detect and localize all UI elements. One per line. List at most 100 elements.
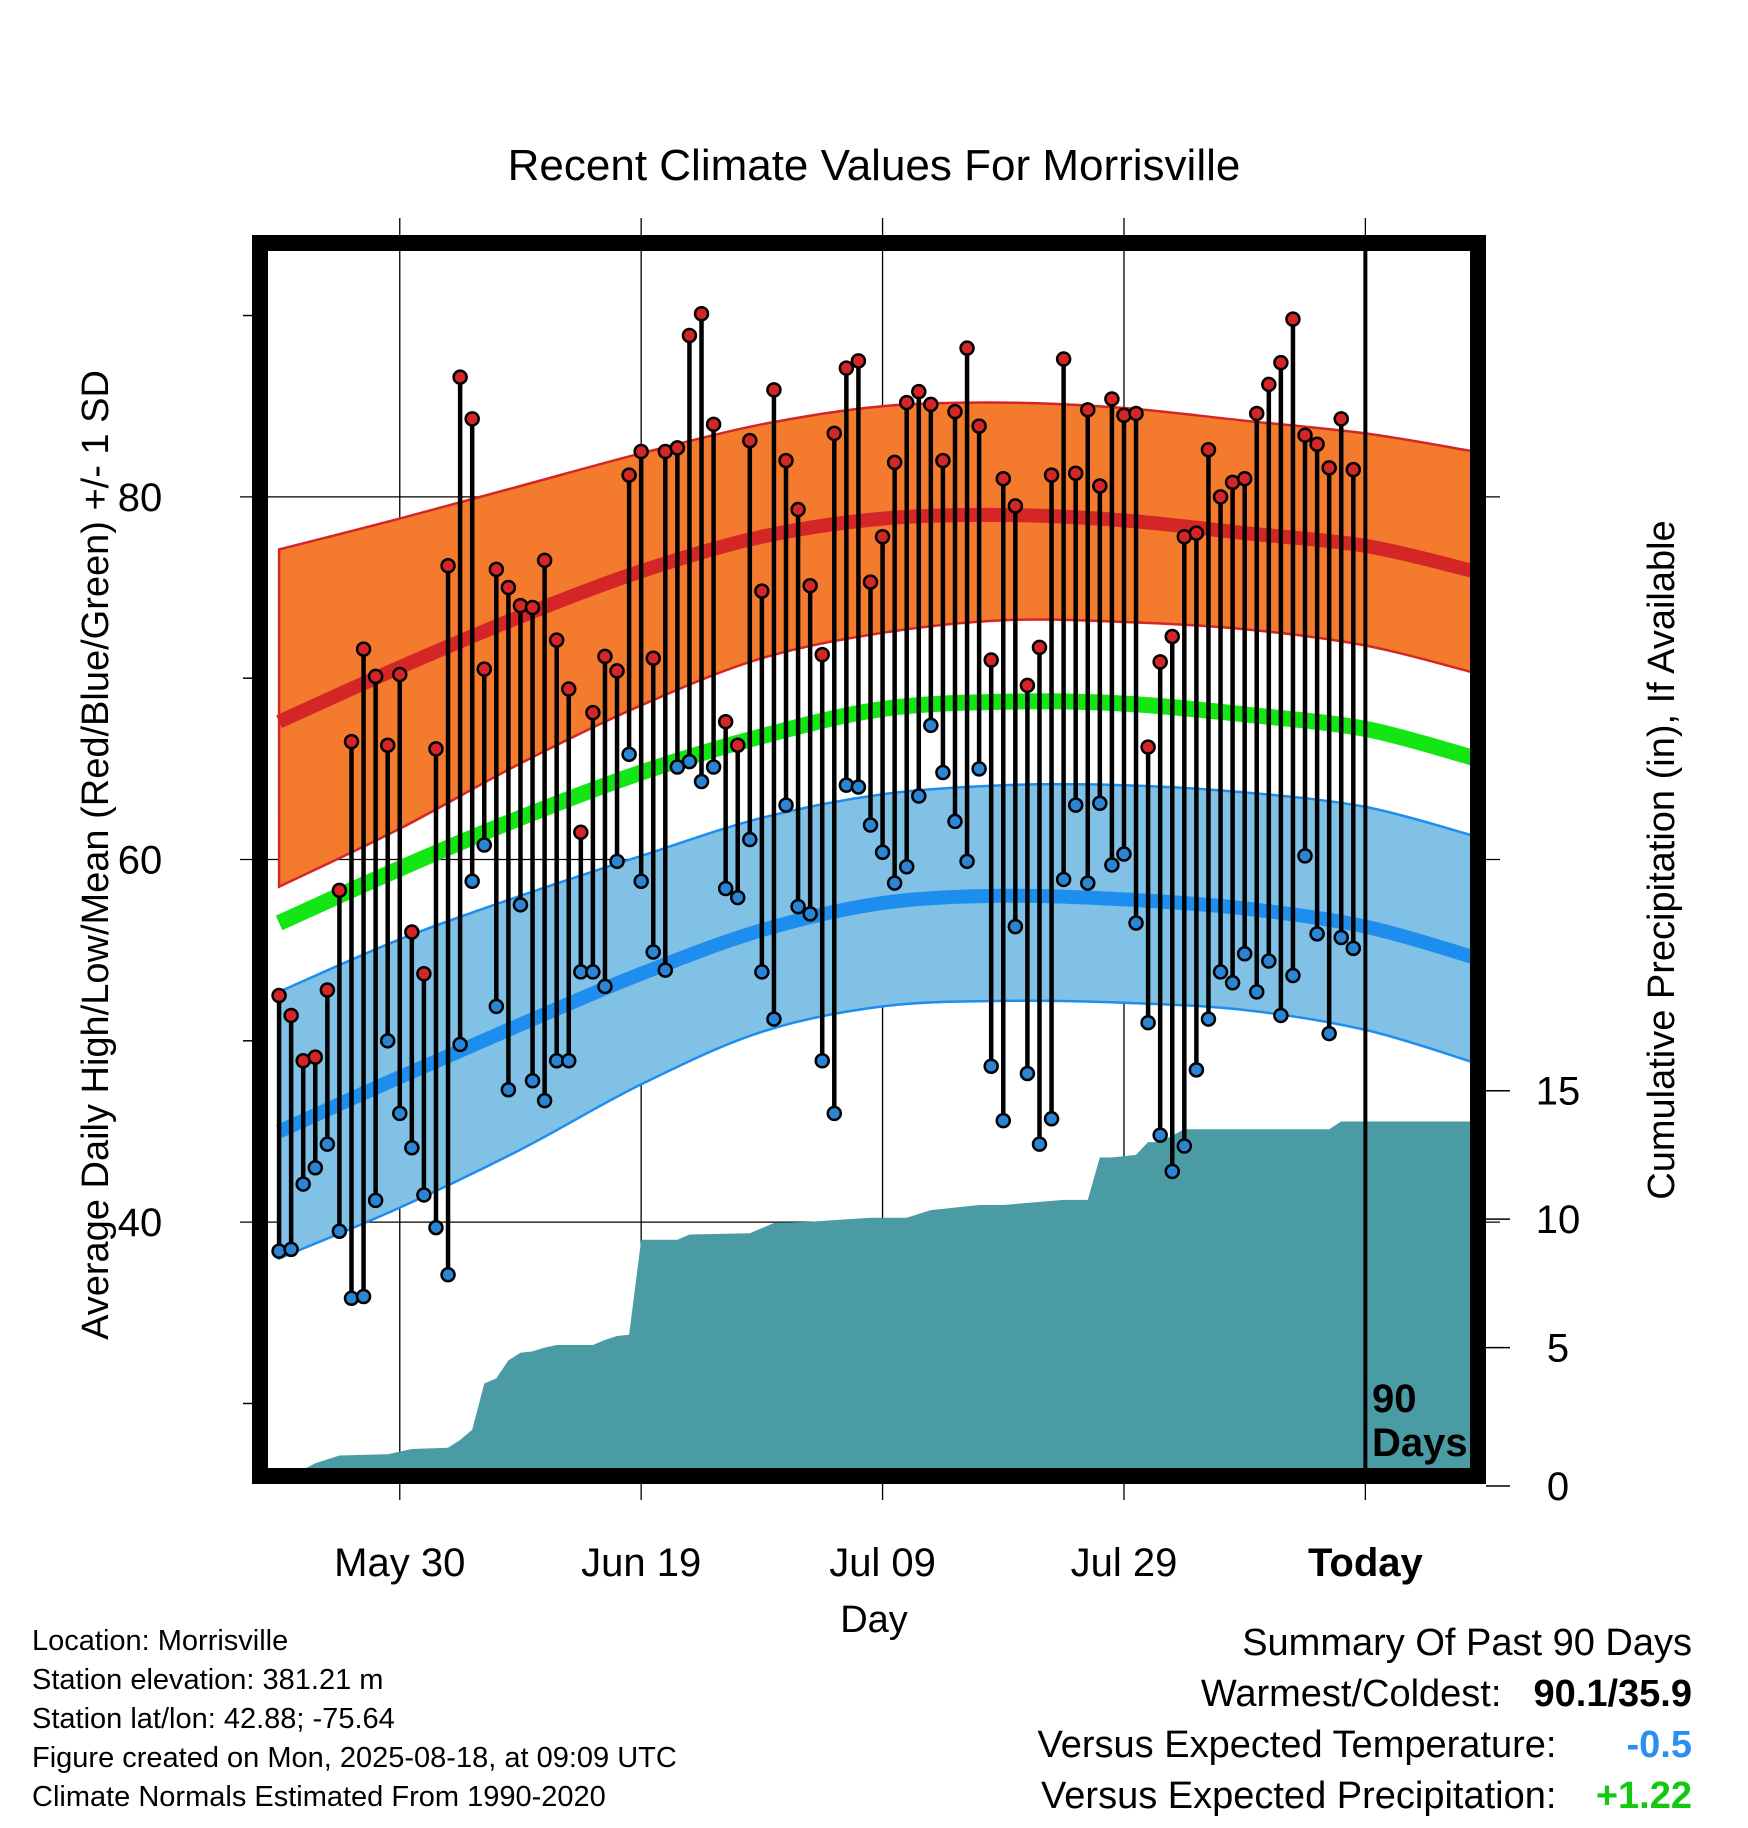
daily-low-point-55 — [923, 717, 939, 734]
daily-low-point-70 — [1104, 857, 1120, 873]
daily-low-point-4 — [307, 1160, 324, 1176]
daily-high-point-77 — [1188, 525, 1205, 541]
daily-high-point-53 — [898, 394, 915, 411]
daily-low-point-23 — [536, 1092, 553, 1109]
daily-high-point-51 — [874, 528, 891, 545]
daily-low-point-52 — [886, 875, 903, 891]
axis-ticks: May 30 Jun 19 Jul 09 Jul 29 Today 40 60 80 0 5 10 1… — [118, 314, 1581, 1585]
y2-tick-label-2: 10 — [1536, 1198, 1581, 1242]
daily-high-point-50 — [862, 574, 879, 590]
daily-high-point-19 — [488, 561, 505, 578]
daily-low-point-15 — [440, 1266, 456, 1283]
daily-low-point-46 — [814, 1053, 830, 1069]
daily-high-point-38 — [717, 713, 734, 730]
today-days-label-line1: 90 — [1372, 1377, 1417, 1421]
daily-low-point-13 — [416, 1187, 432, 1203]
precip-anomaly-row: Versus Expected Precipitation: +1.22 — [1038, 1771, 1692, 1822]
daily-high-point-29 — [609, 663, 625, 679]
daily-high-point-2 — [283, 1007, 299, 1024]
normal-low-line — [276, 888, 1476, 1138]
daily-low-point-36 — [693, 773, 710, 790]
daily-low-point-11 — [392, 1105, 408, 1122]
daily-high-point-23 — [536, 552, 553, 569]
daily-low-point-40 — [742, 831, 758, 848]
daily-high-point-47 — [826, 425, 843, 442]
precip-anomaly-value: +1.22 — [1595, 1775, 1692, 1817]
warmest-coldest-label: Warmest/Coldest: — [1200, 1673, 1502, 1715]
daily-high-point-40 — [742, 432, 758, 449]
daily-low-point-81 — [1236, 946, 1253, 962]
daily-range-sticks — [276, 313, 1356, 1299]
daily-high-point-11 — [392, 666, 408, 683]
daily-high-point-46 — [814, 646, 830, 663]
daily-high-point-61 — [995, 470, 1012, 487]
daily-high-point-64 — [1031, 639, 1048, 656]
daily-low-point-8 — [355, 1288, 372, 1305]
daily-low-point-9 — [367, 1192, 384, 1209]
daily-low-point-43 — [778, 797, 794, 813]
daily-high-point-73 — [1140, 739, 1156, 755]
daily-high-point-18 — [476, 661, 493, 677]
daily-high-point-79 — [1212, 489, 1229, 505]
daily-low-point-31 — [633, 873, 649, 890]
daily-high-point-36 — [693, 305, 710, 322]
x-tick-label-3: Jul 29 — [1071, 1541, 1178, 1585]
daily-high-point-10 — [379, 737, 396, 754]
temp-anomaly-label: Versus Expected Temperature: — [1037, 1724, 1557, 1766]
daily-high-point-89 — [1333, 411, 1349, 427]
daily-high-point-62 — [1007, 498, 1024, 514]
daily-high-point-88 — [1321, 460, 1337, 476]
daily-low-point-3 — [295, 1176, 311, 1192]
daily-high-point-41 — [754, 583, 770, 599]
daily-high-point-68 — [1080, 402, 1096, 418]
daily-high-point-8 — [355, 641, 372, 657]
daily-points — [271, 305, 1362, 1307]
daily-low-point-10 — [379, 1033, 396, 1049]
daily-low-point-42 — [766, 1011, 782, 1027]
daily-high-point-6 — [331, 882, 348, 899]
daily-low-point-5 — [319, 1136, 336, 1152]
daily-high-point-22 — [524, 599, 541, 616]
daily-low-point-16 — [452, 1036, 468, 1053]
daily-high-point-27 — [585, 704, 601, 721]
daily-low-point-80 — [1224, 975, 1241, 991]
daily-high-point-82 — [1248, 405, 1265, 422]
daily-low-point-14 — [428, 1219, 444, 1236]
daily-low-point-68 — [1080, 875, 1096, 891]
daily-low-point-51 — [874, 844, 891, 860]
y2-tick-label-3: 15 — [1536, 1070, 1581, 1114]
x-tick-label-1: Jun 19 — [581, 1541, 701, 1585]
warmest-coldest-row: Warmest/Coldest: 90.1/35.9 — [1038, 1669, 1692, 1720]
daily-low-point-64 — [1031, 1136, 1048, 1152]
plot-border — [252, 235, 1486, 1484]
daily-high-point-4 — [307, 1049, 324, 1065]
daily-low-point-79 — [1212, 964, 1229, 980]
daily-high-point-25 — [561, 681, 577, 697]
daily-low-point-72 — [1128, 915, 1144, 931]
daily-high-point-63 — [1019, 677, 1036, 694]
daily-low-point-77 — [1188, 1062, 1205, 1078]
daily-low-point-19 — [488, 998, 505, 1015]
daily-high-point-12 — [404, 924, 420, 940]
elevation-text: Station elevation: 381.21 m — [32, 1664, 384, 1696]
daily-low-point-73 — [1140, 1014, 1156, 1031]
daily-low-point-76 — [1176, 1138, 1193, 1154]
daily-high-point-57 — [947, 403, 963, 420]
daily-low-point-53 — [898, 859, 915, 875]
daily-high-point-43 — [778, 452, 794, 469]
plot-frame — [252, 235, 1486, 1484]
daily-low-point-29 — [609, 853, 625, 870]
daily-low-point-38 — [717, 880, 734, 897]
daily-low-point-82 — [1248, 984, 1265, 1000]
daily-low-point-67 — [1067, 797, 1084, 813]
y-tick-label-1: 60 — [118, 839, 163, 883]
daily-low-point-49 — [850, 779, 867, 795]
x-tick-label-4: Today — [1308, 1541, 1424, 1585]
daily-high-point-44 — [790, 501, 806, 518]
daily-high-point-58 — [959, 340, 975, 356]
daily-high-point-15 — [440, 558, 456, 574]
daily-high-point-85 — [1285, 311, 1301, 327]
daily-low-point-44 — [790, 898, 806, 915]
daily-high-point-28 — [597, 648, 613, 665]
created-text: Figure created on Mon, 2025-08-18, at 09… — [32, 1742, 677, 1774]
